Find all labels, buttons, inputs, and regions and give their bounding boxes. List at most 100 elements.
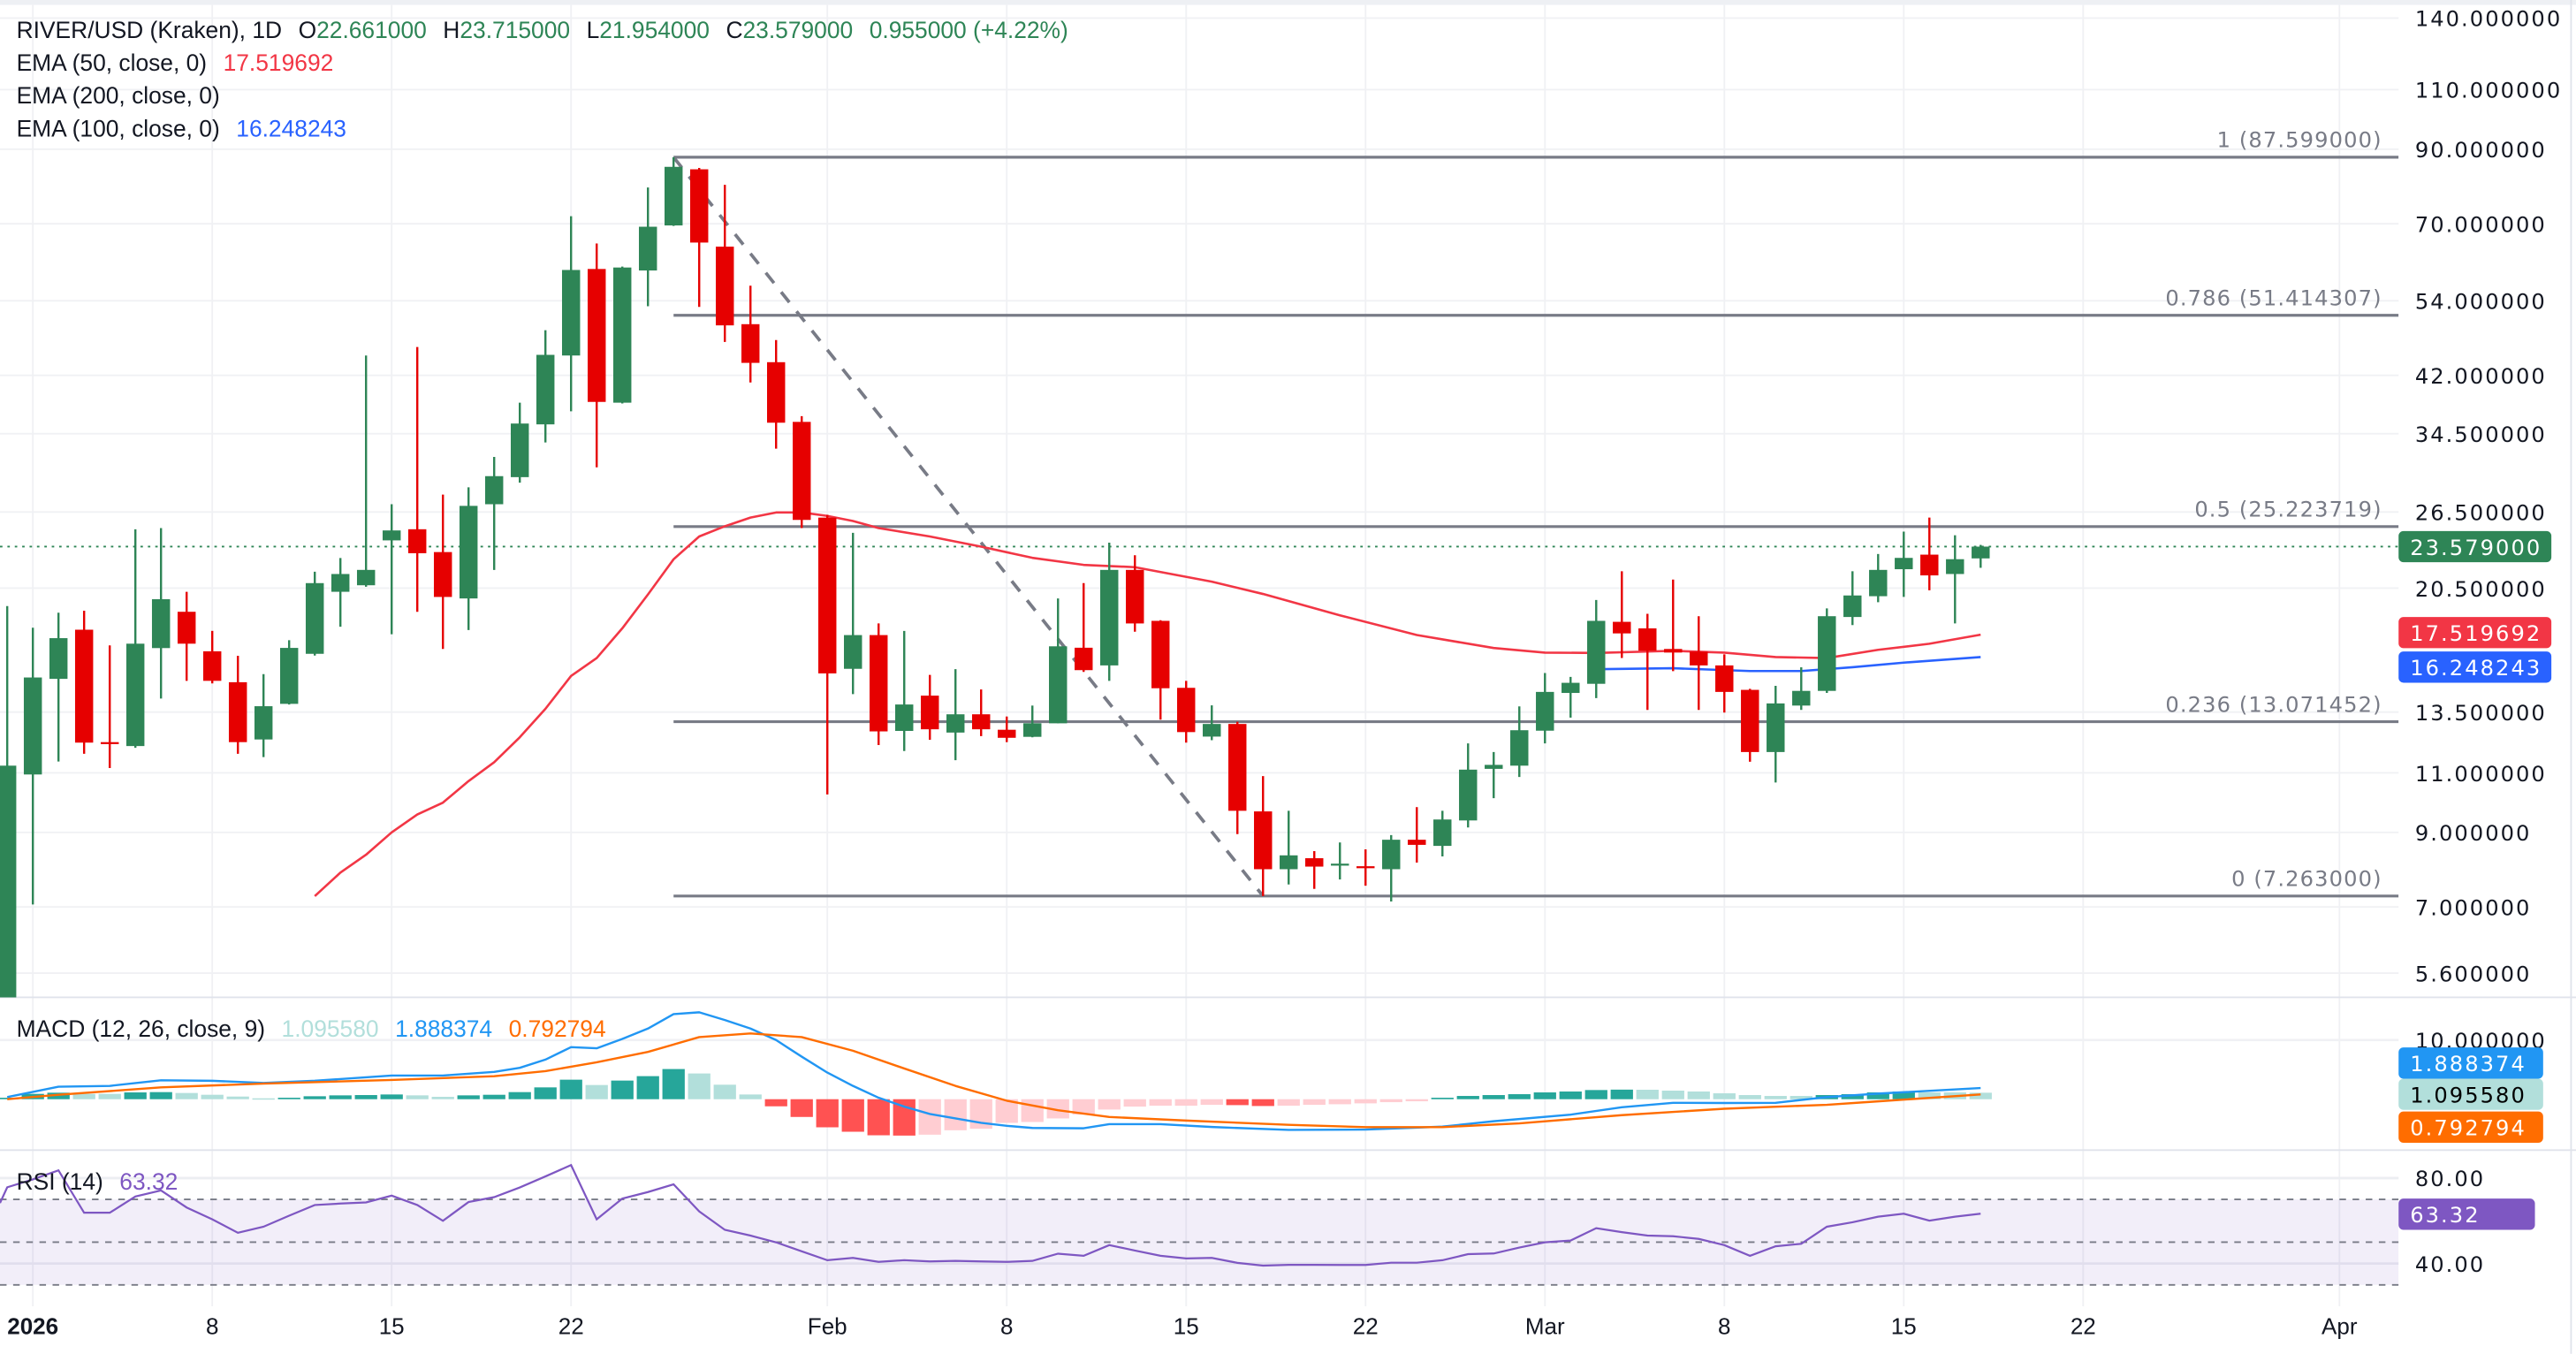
- candle-body: [638, 226, 657, 271]
- candle: [228, 656, 247, 754]
- macd-histogram-bar: [277, 1098, 300, 1099]
- symbol-title[interactable]: RIVER/USD (Kraken), 1D: [16, 18, 283, 45]
- candle: [151, 528, 171, 699]
- macd-histogram-bar: [790, 1099, 813, 1117]
- candle-body: [1331, 863, 1349, 866]
- macd-histogram-bar: [1584, 1090, 1607, 1099]
- price-axis-label: 54.000000: [2415, 290, 2547, 315]
- candle: [587, 243, 606, 468]
- candle: [305, 571, 324, 656]
- macd-histogram-badge: 1.095580: [2398, 1078, 2543, 1110]
- candle-body: [817, 517, 837, 673]
- macd-histogram-bar: [1456, 1096, 1479, 1099]
- rsi-legend[interactable]: RSI (14) 63.32: [17, 1168, 188, 1198]
- candle-body: [1613, 621, 1631, 634]
- candle-body: [1280, 855, 1298, 870]
- candle-body: [1408, 840, 1426, 845]
- candle-body: [1792, 690, 1811, 706]
- candle-body: [49, 638, 68, 680]
- candle: [1767, 685, 1785, 783]
- high-value: 23.715000: [460, 18, 571, 45]
- time-axis-label: Apr: [2321, 1313, 2358, 1340]
- candle: [946, 669, 965, 761]
- macd-histogram-bar: [149, 1092, 172, 1099]
- candle-body: [561, 270, 581, 356]
- price-axis-label: 42.000000: [2415, 364, 2547, 389]
- macd-histogram-bar: [636, 1076, 659, 1099]
- macd-histogram-bar: [867, 1099, 890, 1136]
- price-axis-label: 110.000000: [2415, 79, 2562, 103]
- macd-pane: [0, 1011, 1992, 1136]
- candle-body: [1690, 651, 1708, 666]
- ema100-line: [1596, 656, 1981, 673]
- macd-badge-background: [2398, 1047, 2543, 1079]
- ema50-badge-text: 17.519692: [2410, 621, 2542, 646]
- candle: [1536, 673, 1554, 744]
- macd-histogram-bar: [124, 1092, 147, 1099]
- macd-badge: 1.888374: [2398, 1047, 2543, 1079]
- candle-body: [1818, 616, 1836, 691]
- low-label: L: [586, 18, 600, 45]
- price-axis-label: 11.000000: [2415, 762, 2547, 787]
- candle-body: [1433, 819, 1452, 847]
- candle: [1690, 616, 1708, 711]
- candle: [510, 402, 529, 483]
- fib-level-label: 0 (7.263000): [2231, 867, 2382, 892]
- candle: [1075, 582, 1093, 673]
- candle: [998, 716, 1016, 742]
- macd-hist-value: 1.095580: [281, 1016, 379, 1044]
- last-price-badge-background: [2398, 530, 2552, 563]
- candle: [689, 167, 709, 308]
- candle-body: [1049, 646, 1068, 724]
- candle-body: [1151, 620, 1170, 688]
- candle-body: [792, 422, 811, 521]
- macd-histogram-bar: [688, 1073, 710, 1099]
- ema100-legend[interactable]: EMA (100, close, 0) 16.248243: [17, 115, 357, 144]
- macd-histogram-bar: [534, 1087, 557, 1099]
- candle-body: [715, 247, 734, 326]
- macd-histogram-bar: [944, 1099, 967, 1130]
- macd-histogram-bar: [1866, 1092, 1889, 1099]
- top-border: [0, 0, 2576, 5]
- candle: [1843, 571, 1862, 626]
- candle-body: [536, 354, 555, 425]
- candle-body: [1100, 569, 1119, 666]
- ema50-legend[interactable]: EMA (50, close, 0) 17.519692: [17, 49, 344, 79]
- candle-body: [1741, 689, 1759, 752]
- candle-body: [689, 169, 709, 243]
- fib-level-label: 1 (87.599000): [2217, 128, 2382, 153]
- candle-body: [1767, 703, 1785, 752]
- macd-histogram-bar: [72, 1093, 95, 1099]
- macd-signal-badge: 0.792794: [2398, 1111, 2543, 1143]
- macd-histogram-bar: [559, 1079, 582, 1099]
- candle-body: [254, 706, 273, 740]
- macd-legend[interactable]: MACD (12, 26, close, 9) 1.095580 1.88837…: [17, 1016, 616, 1045]
- candle: [536, 330, 555, 443]
- macd-histogram-bar: [1969, 1092, 1992, 1099]
- macd-label: MACD (12, 26, close, 9): [16, 1016, 266, 1044]
- candle-body: [1843, 595, 1862, 618]
- price-axis-label: 9.000000: [2415, 821, 2532, 846]
- ema100-value: 16.248243: [236, 116, 346, 143]
- candle: [1177, 681, 1196, 743]
- macd-histogram-bar: [1892, 1092, 1915, 1099]
- rsi-axis-label: 40.00: [2415, 1252, 2485, 1277]
- candle: [1023, 705, 1042, 738]
- candle-body: [74, 629, 94, 743]
- macd-histogram-bar: [1226, 1099, 1249, 1106]
- macd-histogram-bar: [226, 1096, 249, 1099]
- rsi-label: RSI (14): [16, 1169, 103, 1197]
- macd-histogram-bar: [841, 1099, 864, 1132]
- candle: [0, 605, 17, 998]
- candle-body: [1920, 554, 1939, 576]
- ema200-legend[interactable]: EMA (200, close, 0): [17, 82, 230, 111]
- candle: [1485, 751, 1503, 799]
- macd-histogram-bar: [1046, 1099, 1069, 1119]
- ema50-badge-background: [2398, 617, 2552, 649]
- candle: [1203, 705, 1221, 741]
- time-axis-label: 22: [559, 1313, 584, 1340]
- candle-body: [202, 650, 222, 681]
- candle: [1818, 608, 1836, 694]
- candle: [254, 673, 273, 757]
